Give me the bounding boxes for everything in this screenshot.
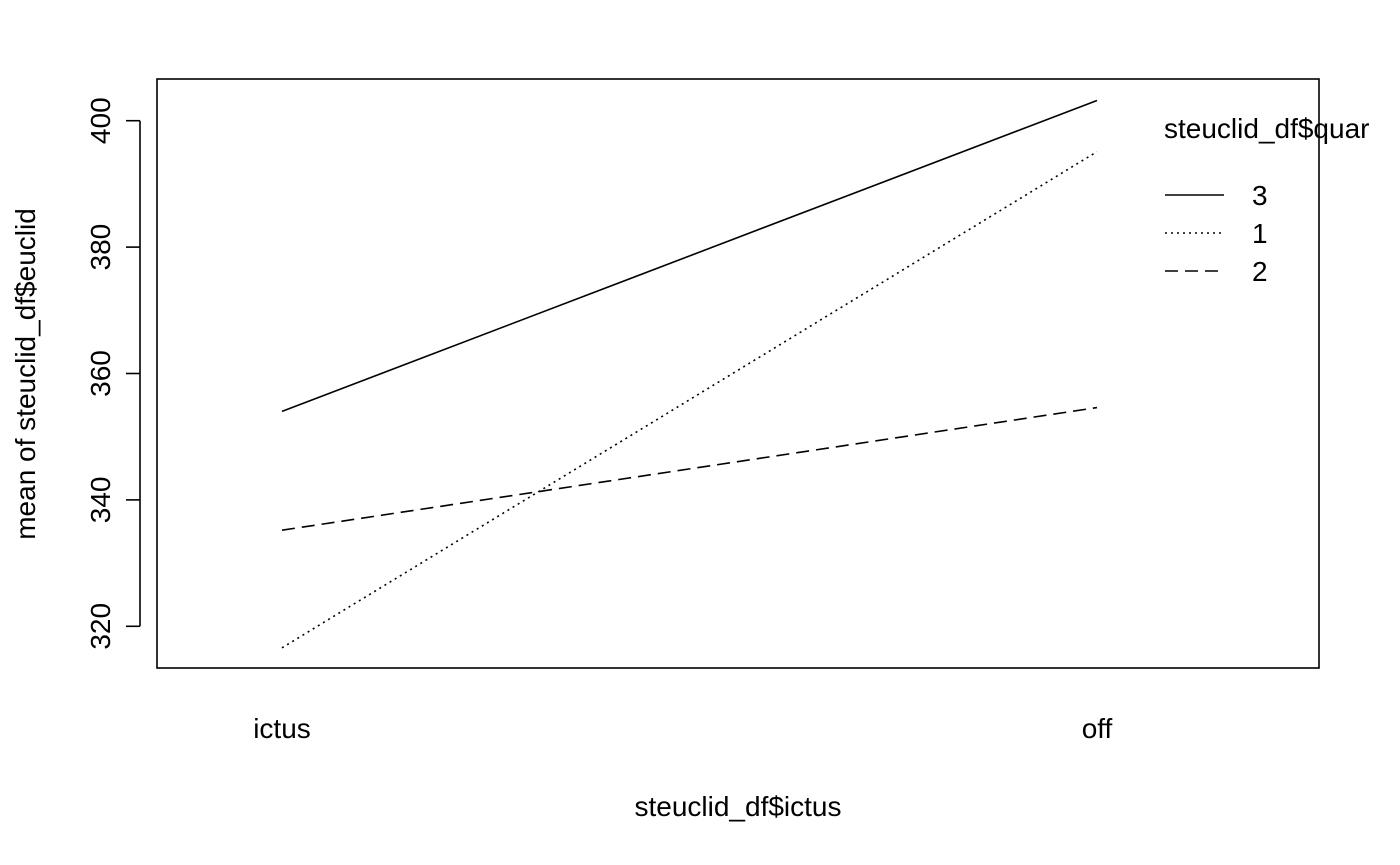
y-axis: 320 340 360 380 400 bbox=[85, 97, 141, 650]
x-axis-tick-labels: ictus off bbox=[253, 713, 1112, 744]
y-tick-label: 380 bbox=[85, 224, 116, 271]
y-tick-label: 320 bbox=[85, 603, 116, 650]
series-lines bbox=[281, 99, 1098, 649]
x-tick-label: ictus bbox=[253, 713, 311, 744]
x-tick-label: off bbox=[1082, 713, 1113, 744]
legend-label-1: 1 bbox=[1252, 218, 1268, 249]
y-axis-label: mean of steuclid_df$euclid bbox=[10, 208, 41, 540]
series-line-1 bbox=[281, 151, 1098, 649]
legend-title: steuclid_df$quar bbox=[1164, 113, 1369, 144]
legend: steuclid_df$quar 3 1 2 bbox=[1164, 113, 1369, 287]
legend-label-3: 3 bbox=[1252, 180, 1268, 211]
y-tick-label: 360 bbox=[85, 350, 116, 397]
plot-box bbox=[156, 78, 1320, 669]
legend-label-2: 2 bbox=[1252, 256, 1268, 287]
series-line-2 bbox=[281, 406, 1098, 531]
y-tick-label: 400 bbox=[85, 97, 116, 144]
x-axis-label: steuclid_df$ictus bbox=[634, 791, 841, 822]
series-line-3 bbox=[281, 99, 1098, 413]
y-tick-label: 340 bbox=[85, 477, 116, 524]
